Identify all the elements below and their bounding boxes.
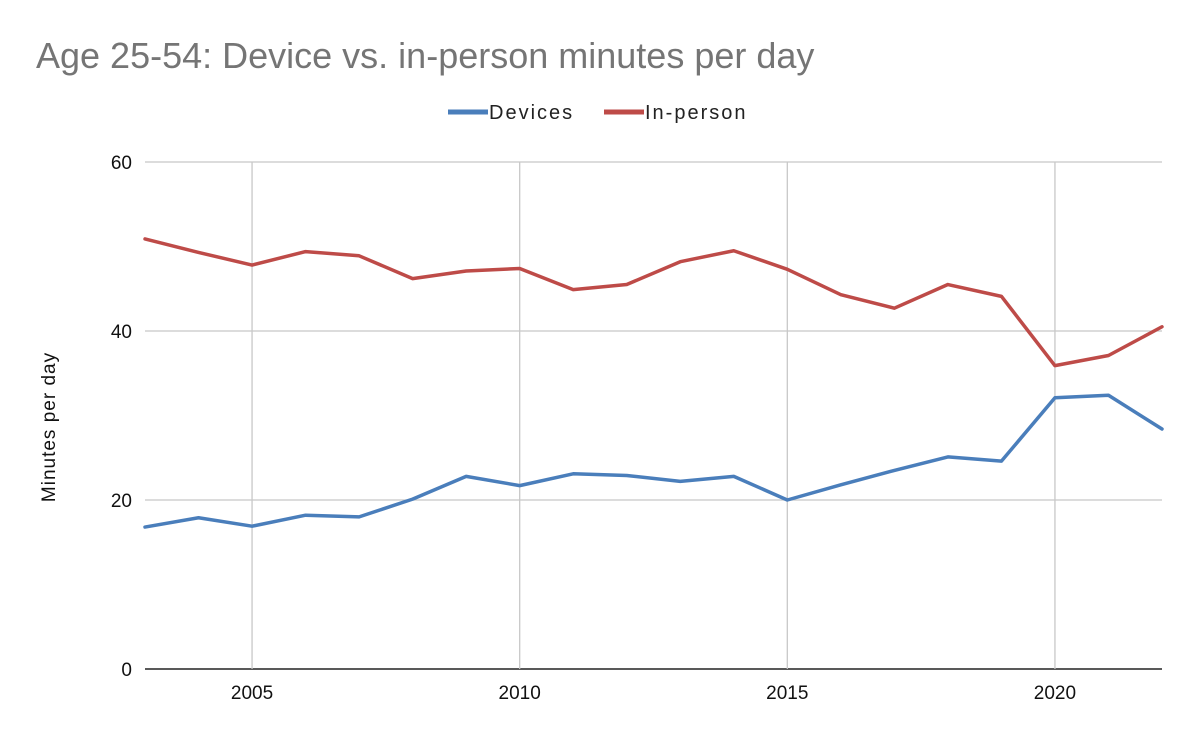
chart-title: Age 25-54: Device vs. in-person minutes …	[36, 35, 814, 76]
series-lines	[143, 237, 1164, 529]
legend-label-devices: Devices	[489, 102, 574, 124]
x-tick-label: 2015	[766, 683, 808, 704]
series-line-in-person	[143, 237, 1164, 368]
y-axis-ticks: 0 20 40 60	[111, 153, 132, 681]
series-line-devices	[143, 393, 1164, 529]
legend: Devices In-person	[448, 102, 748, 124]
legend-label-in-person: In-person	[645, 102, 748, 124]
x-tick-label: 2010	[499, 683, 541, 704]
gridlines	[145, 161, 1162, 670]
y-tick-label: 20	[111, 491, 132, 512]
y-tick-label: 60	[111, 153, 132, 174]
x-tick-label: 2005	[231, 683, 273, 704]
y-tick-label: 40	[111, 322, 132, 343]
x-tick-label: 2020	[1034, 683, 1076, 704]
y-axis-title: Minutes per day	[39, 352, 60, 502]
y-tick-label: 0	[121, 660, 132, 681]
x-axis-ticks: 2005 2010 2015 2020	[231, 683, 1076, 704]
